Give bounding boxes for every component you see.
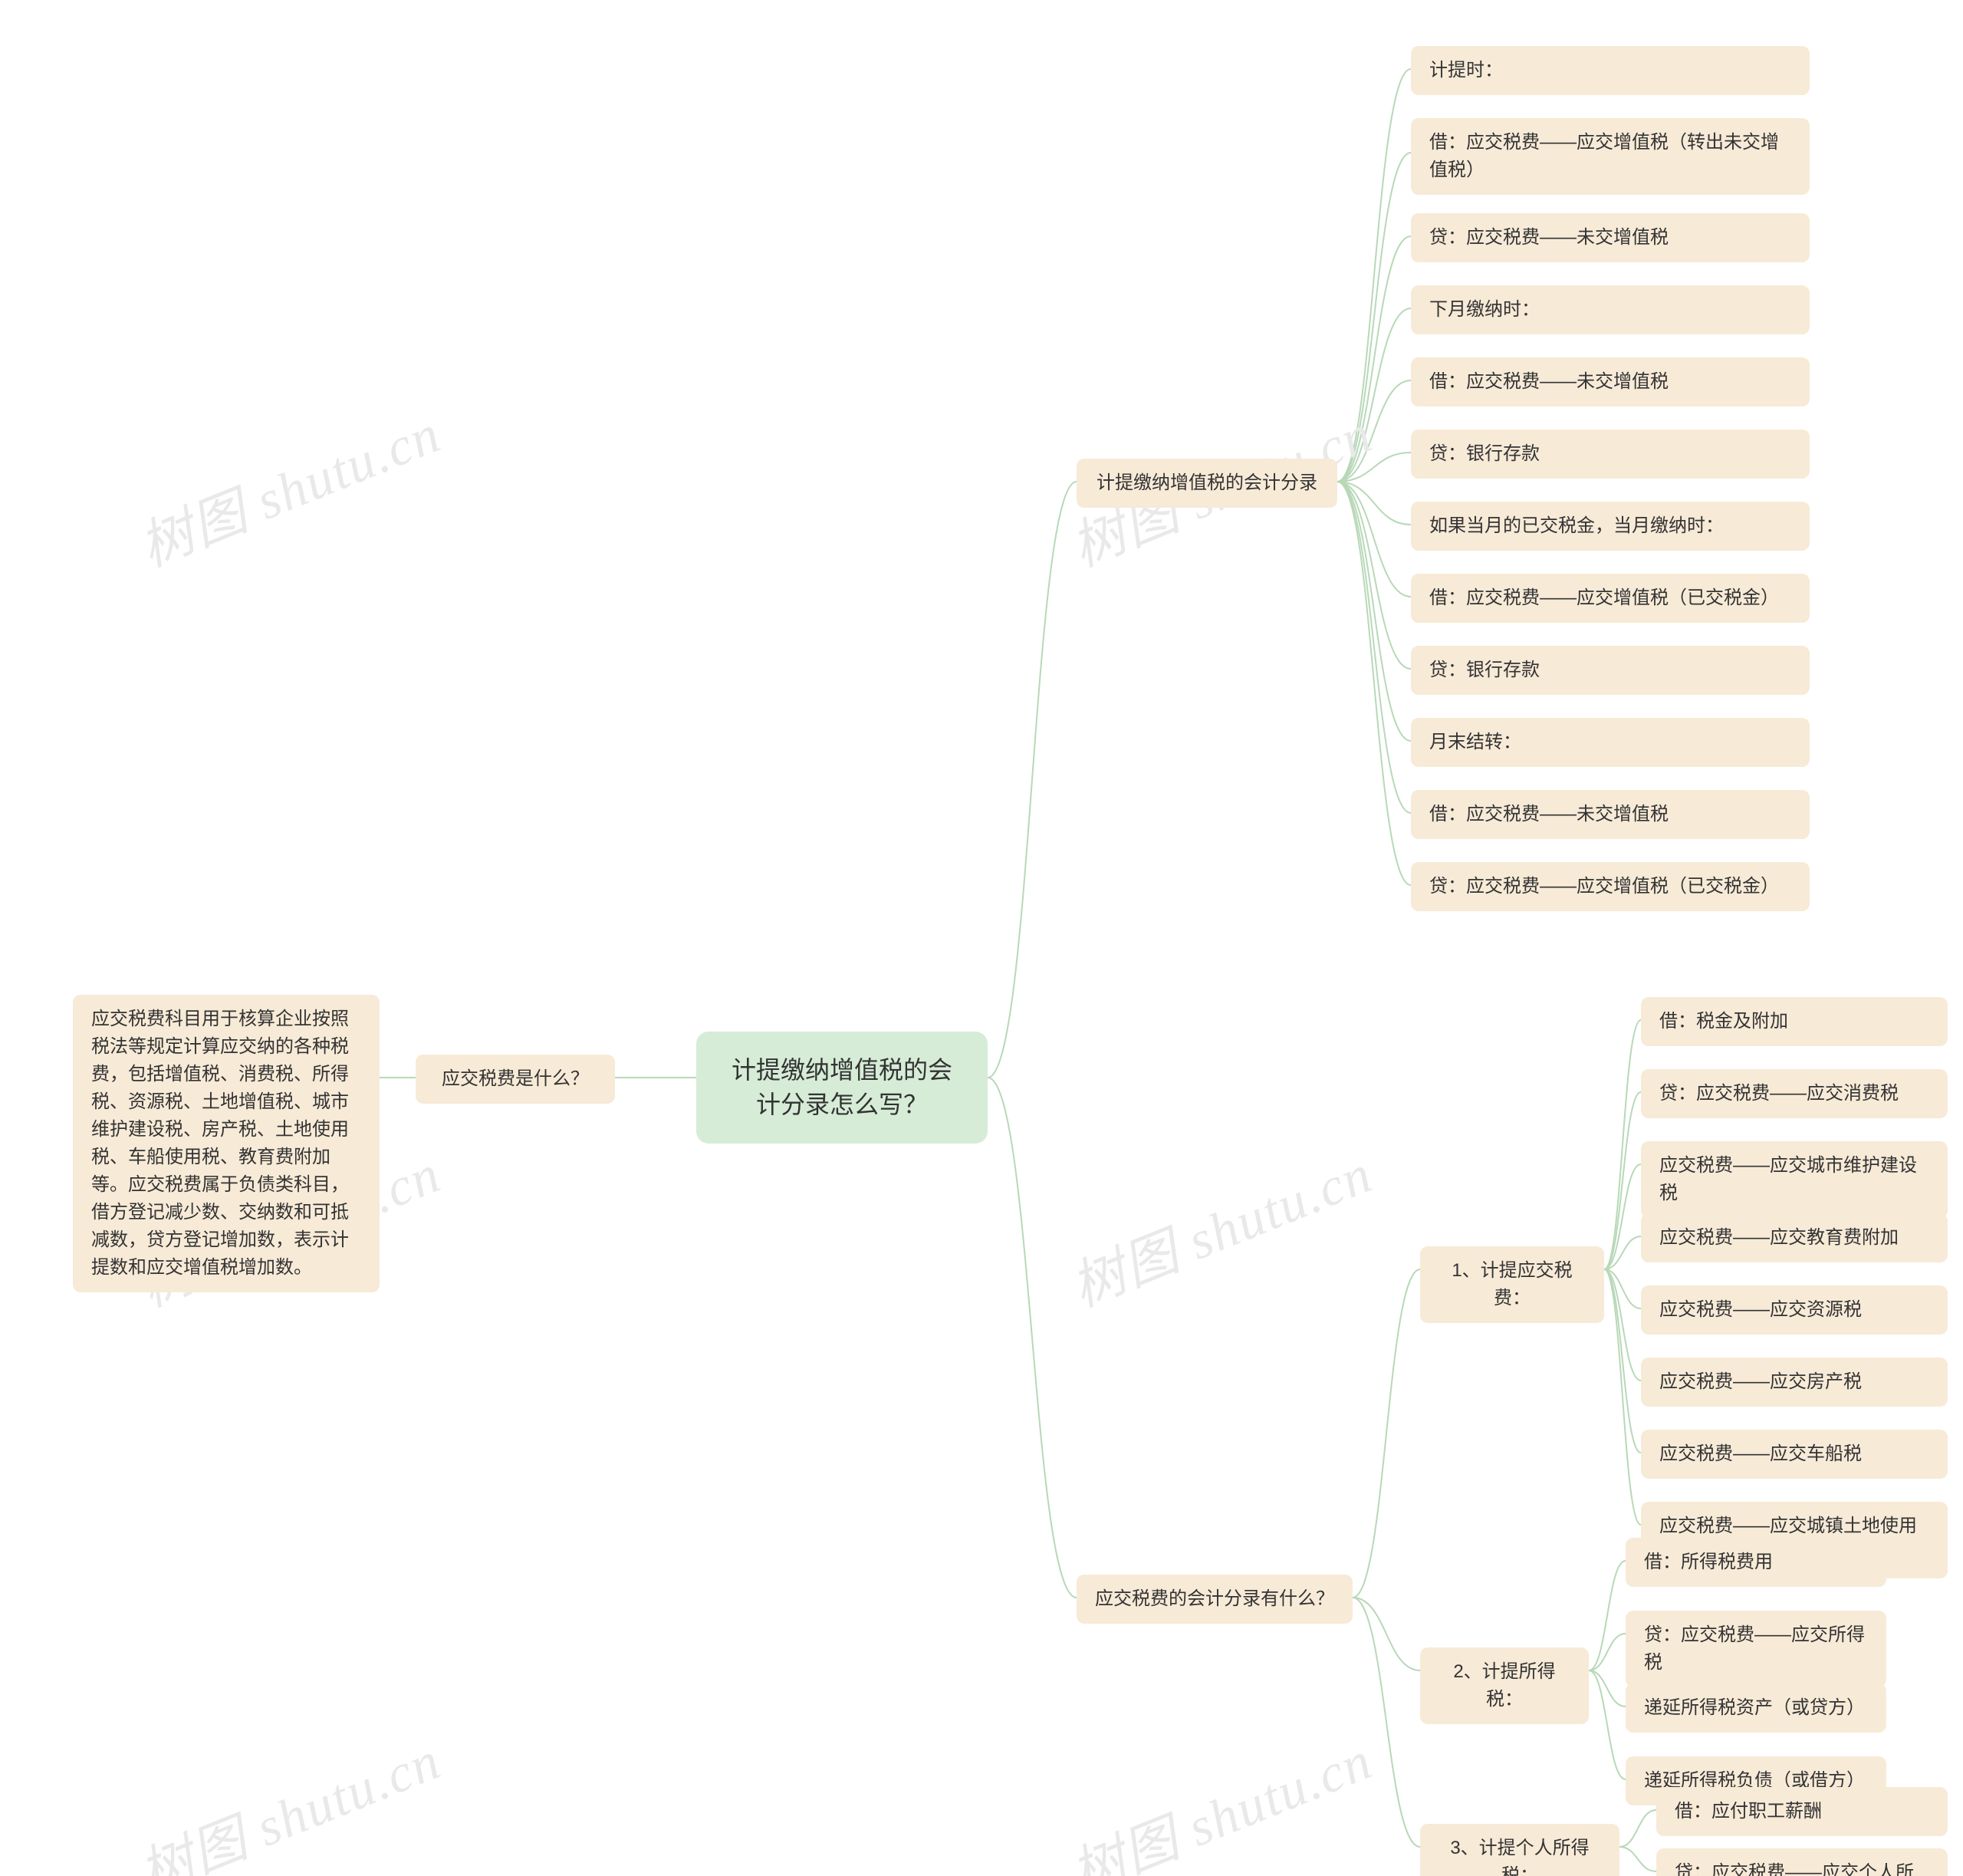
edge — [1604, 1164, 1641, 1269]
leaf-r2a-3: 应交税费——应交教育费附加 — [1641, 1213, 1948, 1262]
leaf-r2a-2: 应交税费——应交城市维护建设税 — [1641, 1141, 1948, 1218]
edge — [1604, 1269, 1641, 1308]
leaf-r1-11: 贷：应交税费——应交增值税（已交税金） — [1411, 862, 1810, 911]
edge — [1337, 482, 1411, 669]
edge — [1337, 482, 1411, 597]
watermark: 树图 shutu.cn — [1058, 1718, 1382, 1876]
edge — [988, 482, 1077, 1078]
edge — [1337, 482, 1411, 525]
mindmap-stage: 树图 shutu.cn 树图 shutu.cn 树图 shutu.cn 树图 shut… — [0, 0, 1963, 1876]
edge — [1619, 1847, 1656, 1871]
leaf-r2b-2: 递延所得税资产（或贷方） — [1626, 1683, 1886, 1733]
root-node: 计提缴纳增值税的会计分录怎么写？ — [696, 1032, 988, 1144]
leaf-r2b-0: 借：所得税费用 — [1626, 1538, 1886, 1587]
edge — [1337, 236, 1411, 482]
leaf-r1-5: 贷：银行存款 — [1411, 430, 1810, 479]
leaf-r2c-1: 贷：应交税费——应交个人所得税 — [1656, 1848, 1948, 1876]
edge — [1589, 1670, 1626, 1779]
edge — [1604, 1236, 1641, 1269]
edge — [1589, 1634, 1626, 1670]
edge — [1353, 1269, 1420, 1598]
leaf-r2c-0: 借：应付职工薪酬 — [1656, 1787, 1948, 1836]
branch-right-1: 计提缴纳增值税的会计分录 — [1077, 459, 1337, 508]
leaf-r2b-1: 贷：应交税费——应交所得税 — [1626, 1611, 1886, 1687]
leaf-r1-4: 借：应交税费——未交增值税 — [1411, 357, 1810, 406]
edge — [1353, 1598, 1420, 1847]
edge-layer — [0, 0, 1963, 1876]
leaf-r1-2: 贷：应交税费——未交增值税 — [1411, 213, 1810, 262]
edge — [988, 1078, 1077, 1598]
watermark: 树图 shutu.cn — [1058, 1131, 1382, 1322]
leaf-r1-6: 如果当月的已交税金，当月缴纳时： — [1411, 502, 1810, 551]
edge — [1604, 1269, 1641, 1453]
leaf-r1-1: 借：应交税费——应交增值税（转出未交增值税） — [1411, 118, 1810, 195]
edge — [1337, 153, 1411, 482]
edge — [1337, 453, 1411, 482]
edge — [1604, 1092, 1641, 1269]
edge — [1604, 1020, 1641, 1269]
leaf-r2a-5: 应交税费——应交房产税 — [1641, 1358, 1948, 1407]
leaf-r1-3: 下月缴纳时： — [1411, 285, 1810, 334]
branch-left-1: 应交税费是什么？ — [416, 1055, 615, 1104]
edge — [1337, 482, 1411, 741]
edge — [1589, 1561, 1626, 1670]
edge — [1337, 308, 1411, 482]
leaf-r1-9: 月末结转： — [1411, 718, 1810, 767]
branch-r2a: 1、计提应交税费： — [1420, 1246, 1604, 1323]
leaf-r2a-6: 应交税费——应交车船税 — [1641, 1430, 1948, 1479]
branch-r2c: 3、计提个人所得税： — [1420, 1824, 1619, 1876]
leaf-r1-10: 借：应交税费——未交增值税 — [1411, 790, 1810, 839]
edge — [1337, 380, 1411, 482]
edge — [1604, 1269, 1641, 1525]
edge — [1337, 482, 1411, 885]
edge — [1353, 1598, 1420, 1670]
leaf-r2a-4: 应交税费——应交资源税 — [1641, 1285, 1948, 1335]
edge — [1619, 1810, 1656, 1847]
leaf-r1-0: 计提时： — [1411, 46, 1810, 95]
branch-r2b: 2、计提所得税： — [1420, 1647, 1589, 1724]
edge — [1589, 1670, 1626, 1707]
edge — [1337, 69, 1411, 482]
leaf-r1-8: 贷：银行存款 — [1411, 646, 1810, 695]
edge — [1604, 1269, 1641, 1381]
leaf-r1-7: 借：应交税费——应交增值税（已交税金） — [1411, 574, 1810, 623]
watermark: 树图 shutu.cn — [127, 391, 450, 582]
leaf-r2a-1: 贷：应交税费——应交消费税 — [1641, 1069, 1948, 1118]
edge — [1337, 482, 1411, 813]
leaf-left-1a: 应交税费科目用于核算企业按照税法等规定计算应交纳的各种税费，包括增值税、消费税、… — [73, 995, 380, 1292]
branch-right-2: 应交税费的会计分录有什么？ — [1077, 1575, 1353, 1624]
watermark: 树图 shutu.cn — [127, 1718, 450, 1876]
leaf-r2a-0: 借：税金及附加 — [1641, 997, 1948, 1046]
